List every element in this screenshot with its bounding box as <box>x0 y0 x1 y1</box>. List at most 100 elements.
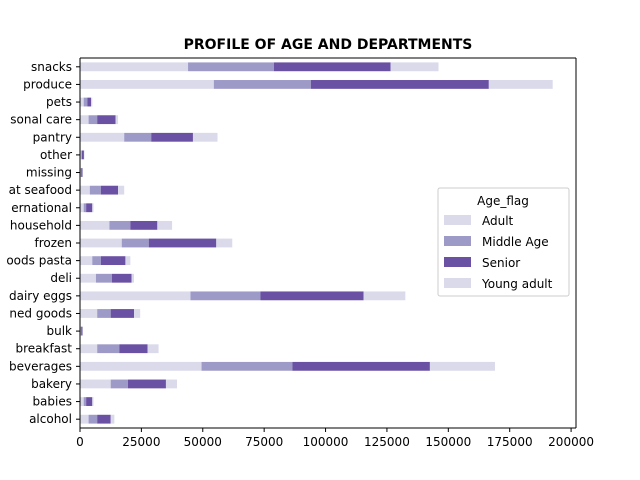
y-tick-label: frozen <box>34 236 72 250</box>
x-tick-label: 175000 <box>487 435 533 449</box>
bar-snacks-senior <box>273 62 391 72</box>
bar-frozen-young-adult <box>216 238 233 248</box>
x-tick-label: 0 <box>76 435 84 449</box>
bar-pets-senior <box>87 97 92 107</box>
bar-household-young-adult <box>157 220 173 230</box>
bar-produce-middle-age <box>213 80 311 89</box>
bar-pantry-senior <box>151 132 193 142</box>
bar-produce-adult <box>80 80 214 89</box>
bar-pantry-middle-age <box>124 132 152 142</box>
bar-dry-goods-pasta-senior <box>100 256 126 266</box>
bar-frozen-adult <box>80 238 122 248</box>
bar-personal-care-senior <box>97 115 116 125</box>
bar-personal-care-young-adult <box>115 115 119 125</box>
y-tick-label: other <box>40 148 72 162</box>
legend: Age_flag Adult Middle Age Senior Young adul… <box>437 187 570 297</box>
bar-dry-goods-pasta-adult <box>80 256 93 266</box>
y-tick-label: oods pasta <box>6 254 72 268</box>
bar-bakery-adult <box>80 379 111 389</box>
y-tick-label: missing <box>26 166 72 180</box>
bar-other-adult <box>80 150 82 160</box>
bar-beverages-adult <box>80 361 202 371</box>
bar-pets-young-adult <box>91 97 93 107</box>
legend-label-adult: Adult <box>482 214 514 228</box>
x-tick-label: 200000 <box>548 435 594 449</box>
bar-alcohol-adult <box>80 414 89 424</box>
legend-swatch-senior <box>444 257 471 267</box>
bar-pantry-adult <box>80 132 125 142</box>
bar-household-adult <box>80 220 110 230</box>
bar-beverages-young-adult <box>429 361 495 371</box>
bar-household-middle-age <box>109 220 131 230</box>
bar-meat-seafood-middle-age <box>89 185 101 195</box>
bar-bulk-senior <box>81 326 83 336</box>
bar-produce-young-adult <box>488 80 553 89</box>
bar-alcohol-middle-age <box>88 414 98 424</box>
y-tick-label: produce <box>23 77 72 91</box>
bar-bakery-senior <box>127 379 166 389</box>
bar-dry-goods-pasta-middle-age <box>92 256 101 266</box>
y-tick-label: bulk <box>46 324 72 338</box>
bar-missing-senior <box>81 168 83 177</box>
bar-personal-care-adult <box>80 115 89 125</box>
bar-international-young-adult <box>92 203 94 213</box>
bar-breakfast-adult <box>80 344 98 354</box>
bar-international-middle-age <box>83 203 87 213</box>
bar-personal-care-middle-age <box>88 115 98 125</box>
y-tick-label: household <box>10 218 72 232</box>
bars-layer <box>80 62 553 424</box>
y-tick-label: at seafood <box>9 183 72 197</box>
bar-bakery-young-adult <box>165 379 177 389</box>
bar-breakfast-young-adult <box>147 344 159 354</box>
x-tick-label: 150000 <box>425 435 471 449</box>
bar-snacks-adult <box>80 62 189 72</box>
legend-label-middle-age: Middle Age <box>482 235 549 249</box>
x-tick-label: 25000 <box>122 435 160 449</box>
bar-snacks-middle-age <box>188 62 274 72</box>
bar-meat-seafood-senior <box>100 185 119 195</box>
bar-other-senior <box>81 150 84 160</box>
bar-international-senior <box>86 203 93 213</box>
bar-international-adult <box>80 203 84 213</box>
bar-beverages-middle-age <box>201 361 293 371</box>
y-tick-label: dairy eggs <box>9 289 72 303</box>
bar-pets-adult <box>80 97 84 107</box>
bar-bakery-middle-age <box>110 379 128 389</box>
bar-household-senior <box>130 220 158 230</box>
bar-dairy-eggs-senior <box>260 291 364 301</box>
y-tick-label: bakery <box>31 377 72 391</box>
legend-label-senior: Senior <box>482 256 520 270</box>
bar-other-middle-age <box>81 150 82 160</box>
legend-title: Age_flag <box>477 194 529 208</box>
bar-deli-middle-age <box>95 273 112 283</box>
bar-canned-goods-adult <box>80 309 98 318</box>
bar-dairy-eggs-adult <box>80 291 191 301</box>
bar-meat-seafood-adult <box>80 185 90 195</box>
bar-alcohol-young-adult <box>110 414 115 424</box>
x-tick-label: 50000 <box>184 435 222 449</box>
y-tick-label: snacks <box>31 60 72 74</box>
y-tick-label: beverages <box>9 359 72 373</box>
bar-deli-young-adult <box>131 273 135 283</box>
chart-title: PROFILE OF AGE AND DEPARTMENTS <box>184 37 473 53</box>
x-axis: 0 25000 50000 75000 100000 125000 150000 175000… <box>76 57 594 449</box>
bar-pets-middle-age <box>83 97 88 107</box>
bar-deli-senior <box>111 273 132 283</box>
y-tick-label: ernational <box>11 201 72 215</box>
bar-dairy-eggs-middle-age <box>190 291 261 301</box>
y-tick-label: deli <box>50 271 72 285</box>
bar-canned-goods-young-adult <box>134 309 141 318</box>
bar-babies-adult <box>80 397 84 406</box>
x-tick-label: 100000 <box>303 435 349 449</box>
bar-dry-goods-pasta-young-adult <box>125 256 131 266</box>
bar-frozen-middle-age <box>121 238 149 248</box>
bar-babies-young-adult <box>92 397 94 406</box>
y-tick-label: babies <box>32 395 72 409</box>
y-tick-label: alcohol <box>29 412 72 426</box>
bar-breakfast-senior <box>119 344 148 354</box>
x-tick-label: 125000 <box>364 435 410 449</box>
bar-canned-goods-middle-age <box>97 309 111 318</box>
legend-swatch-adult <box>444 215 471 225</box>
x-tick-label: 75000 <box>245 435 283 449</box>
